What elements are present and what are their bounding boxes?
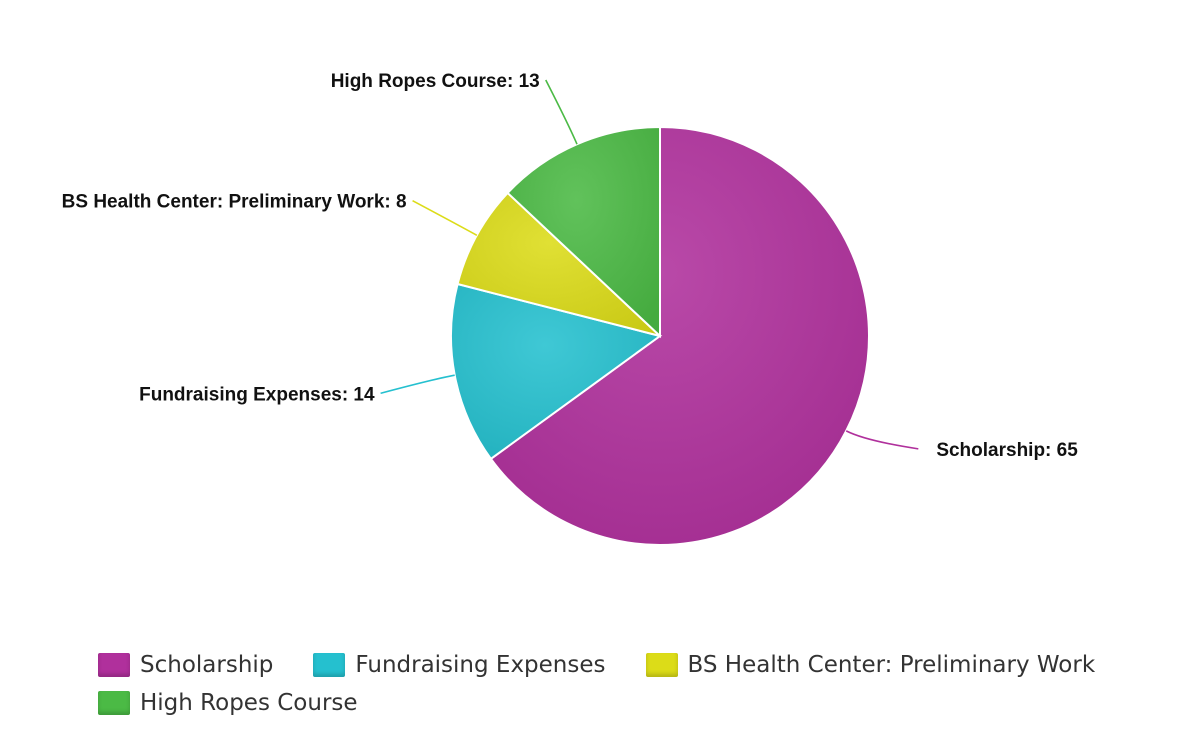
legend-swatch-high-ropes-course xyxy=(98,691,130,715)
label-connectors xyxy=(380,79,919,450)
legend-label-bs-health-center-preliminary-work: BS Health Center: Preliminary Work xyxy=(687,652,1096,678)
slice-label-bs-health-center-preliminary-work: BS Health Center: Preliminary Work: 8 xyxy=(62,192,407,213)
pie-slice-scholarship[interactable] xyxy=(489,125,870,546)
pie-slices xyxy=(450,125,870,546)
legend-swatch-scholarship xyxy=(98,653,130,677)
pie-slice-bs-health-center-preliminary-work[interactable] xyxy=(456,191,661,337)
legend-label-fundraising-expenses: Fundraising Expenses xyxy=(355,652,606,678)
legend: Scholarship Fundraising Expenses BS Health… xyxy=(98,650,1138,718)
slice-label-high-ropes-course: High Ropes Course: 13 xyxy=(331,71,540,92)
connector-bs-health-center-preliminary-work xyxy=(412,200,478,237)
legend-label-high-ropes-course: High Ropes Course xyxy=(140,690,358,716)
connector-scholarship xyxy=(845,430,919,450)
legend-item-bs-health-center-preliminary-work[interactable]: BS Health Center: Preliminary Work xyxy=(645,650,1096,680)
legend-swatch-fundraising-expenses xyxy=(313,653,346,677)
legend-item-scholarship[interactable]: Scholarship xyxy=(98,650,273,680)
connector-fundraising-expenses xyxy=(380,374,455,395)
legend-item-high-ropes-course[interactable]: High Ropes Course xyxy=(98,688,358,718)
connector-high-ropes-course xyxy=(545,79,578,145)
legend-swatch-bs-health-center-preliminary-work xyxy=(645,653,678,677)
slice-label-fundraising-expenses: Fundraising Expenses: 14 xyxy=(139,384,375,405)
slice-labels: Scholarship: 65 Fundraising Expenses: 14 B… xyxy=(62,71,1079,461)
legend-item-fundraising-expenses[interactable]: Fundraising Expenses xyxy=(313,650,606,680)
legend-label-scholarship: Scholarship xyxy=(140,652,274,678)
slice-label-scholarship: Scholarship: 65 xyxy=(936,440,1078,461)
pie-slice-high-ropes-course[interactable] xyxy=(506,125,661,339)
